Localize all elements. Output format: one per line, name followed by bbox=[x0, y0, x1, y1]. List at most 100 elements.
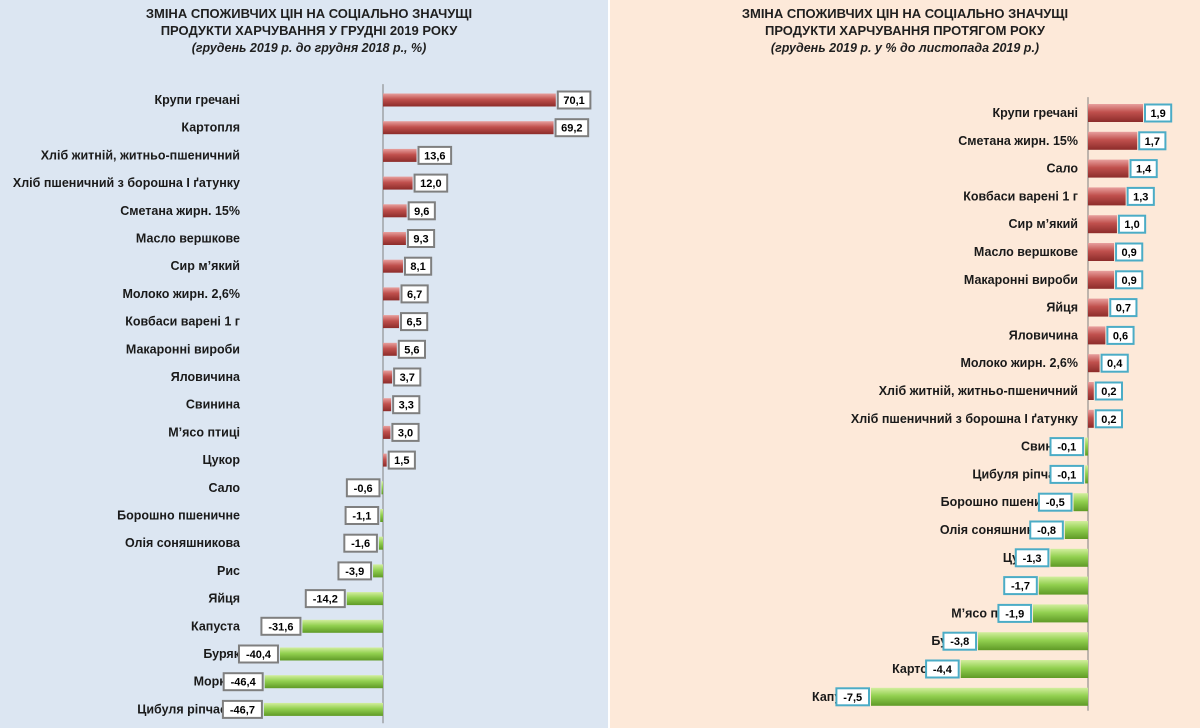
category-label: Макаронні вироби bbox=[964, 273, 1078, 287]
data-label-box bbox=[835, 687, 870, 707]
category-label: Ковбаси варені 1 г bbox=[125, 315, 240, 329]
category-label: Борошно пшеничне bbox=[941, 495, 1064, 509]
data-label: 6,7 bbox=[407, 289, 422, 301]
data-label: -40,4 bbox=[246, 649, 272, 661]
data-label: -1,7 bbox=[1011, 581, 1030, 593]
bar bbox=[263, 702, 383, 716]
data-label: 9,3 bbox=[413, 234, 428, 246]
data-label-box bbox=[391, 422, 420, 442]
data-label-box bbox=[1117, 214, 1147, 234]
data-label: -3,8 bbox=[950, 636, 969, 648]
bar bbox=[383, 342, 397, 356]
bar bbox=[383, 176, 413, 190]
data-label-box bbox=[997, 603, 1033, 623]
data-label: -31,6 bbox=[268, 621, 293, 633]
left-chart-title: ЗМІНА СПОЖИВЧИХ ЦІН НА СОЦІАЛЬНО ЗНАЧУЩІ… bbox=[0, 5, 608, 57]
data-label: 6,5 bbox=[406, 317, 421, 329]
category-label: Яловичина bbox=[1009, 328, 1079, 342]
data-label: -0,6 bbox=[354, 483, 373, 495]
data-label-box bbox=[260, 616, 302, 636]
right-bar-chart: Крупи гречані 1,9 Сметана жирн. 15% 1,7 Сало… bbox=[812, 97, 1173, 711]
bar bbox=[380, 509, 383, 522]
bar bbox=[383, 398, 392, 412]
data-label-box bbox=[1129, 159, 1158, 179]
bar bbox=[1085, 465, 1088, 484]
left-title-line1: ЗМІНА СПОЖИВЧИХ ЦІН НА СОЦІАЛЬНО ЗНАЧУЩІ bbox=[145, 6, 473, 21]
data-label: -0,8 bbox=[1037, 525, 1056, 537]
data-label: 3,3 bbox=[399, 400, 414, 412]
bar bbox=[383, 453, 387, 467]
data-label-box bbox=[345, 478, 381, 498]
category-label: Яйця bbox=[208, 592, 240, 606]
bar bbox=[1088, 131, 1138, 150]
right-chart-title: ЗМІНА СПОЖИВЧИХ ЦІН НА СОЦІАЛЬНО ЗНАЧУЩІ… bbox=[610, 5, 1200, 57]
data-label: -3,9 bbox=[345, 566, 364, 578]
data-label: 1,0 bbox=[1124, 219, 1139, 231]
category-label: Рис bbox=[217, 564, 240, 578]
left-chart-panel: ЗМІНА СПОЖИВЧИХ ЦІН НА СОЦІАЛЬНО ЗНАЧУЩІ… bbox=[0, 0, 608, 728]
category-label: Борошно пшеничне bbox=[117, 509, 240, 523]
data-label-box bbox=[554, 118, 590, 138]
category-label: Цибуля ріпчаста bbox=[137, 702, 241, 716]
data-label: -1,1 bbox=[352, 511, 371, 523]
category-label: М’ясо птиці bbox=[168, 425, 240, 439]
bar bbox=[1088, 215, 1117, 234]
bar bbox=[871, 687, 1088, 706]
category-label: Буряк bbox=[203, 647, 240, 661]
data-label-box bbox=[387, 450, 416, 470]
data-label-box bbox=[337, 561, 373, 581]
data-label-box bbox=[407, 201, 436, 221]
data-label: -0,5 bbox=[1046, 497, 1065, 509]
data-label: 0,9 bbox=[1122, 275, 1137, 287]
data-label-box bbox=[1126, 186, 1155, 206]
bar bbox=[378, 536, 383, 550]
bar bbox=[383, 370, 393, 384]
bar bbox=[383, 93, 556, 107]
category-label: Сметана жирн. 15% bbox=[120, 204, 240, 218]
data-label: 9,6 bbox=[414, 206, 429, 218]
data-label: 0,4 bbox=[1107, 358, 1123, 370]
bar bbox=[960, 660, 1088, 678]
data-label: 12,0 bbox=[420, 178, 441, 190]
data-label-box bbox=[344, 506, 380, 525]
bar bbox=[381, 481, 383, 495]
data-label: -46,7 bbox=[230, 704, 255, 716]
category-label: Яйця bbox=[1046, 301, 1078, 315]
data-label: 13,6 bbox=[424, 150, 445, 162]
data-label-box bbox=[393, 367, 422, 387]
data-label-box bbox=[1094, 409, 1123, 429]
category-label: Хліб житній, житньо-пшеничний bbox=[879, 384, 1078, 398]
data-label-box bbox=[1100, 353, 1129, 373]
data-label: -0,1 bbox=[1057, 442, 1076, 454]
bar bbox=[383, 287, 400, 301]
data-label-box bbox=[1003, 576, 1038, 596]
bar bbox=[373, 564, 383, 578]
data-label-box bbox=[406, 229, 436, 248]
data-label: 5,6 bbox=[404, 344, 419, 356]
data-label-box bbox=[413, 173, 449, 193]
data-label: 0,7 bbox=[1116, 303, 1131, 315]
category-label: Сир м’який bbox=[1009, 217, 1078, 231]
bar bbox=[1088, 298, 1109, 317]
data-label-box bbox=[1115, 270, 1144, 290]
data-label-box bbox=[1049, 437, 1085, 457]
data-label-box bbox=[925, 659, 960, 679]
data-label: 0,6 bbox=[1113, 330, 1128, 342]
category-label: Олія соняшникова bbox=[125, 536, 241, 550]
category-label: Свинина bbox=[186, 398, 241, 412]
bar bbox=[1088, 409, 1094, 428]
data-label-box bbox=[1106, 325, 1135, 345]
data-label: 1,4 bbox=[1136, 164, 1152, 176]
bar bbox=[1088, 326, 1106, 345]
data-label-box bbox=[392, 395, 421, 415]
data-label: 0,9 bbox=[1122, 247, 1137, 259]
bar bbox=[302, 619, 383, 633]
data-label-box bbox=[556, 90, 592, 110]
left-bar-chart: Крупи гречані 70,1 Картопля 69,2 Хліб житній… bbox=[13, 84, 592, 724]
data-label: -14,2 bbox=[313, 594, 338, 606]
bar bbox=[383, 259, 403, 273]
data-label: 0,2 bbox=[1101, 414, 1116, 426]
bar bbox=[383, 204, 407, 218]
data-label: -0,1 bbox=[1057, 469, 1076, 481]
category-label: Олія соняшникова bbox=[940, 523, 1056, 537]
